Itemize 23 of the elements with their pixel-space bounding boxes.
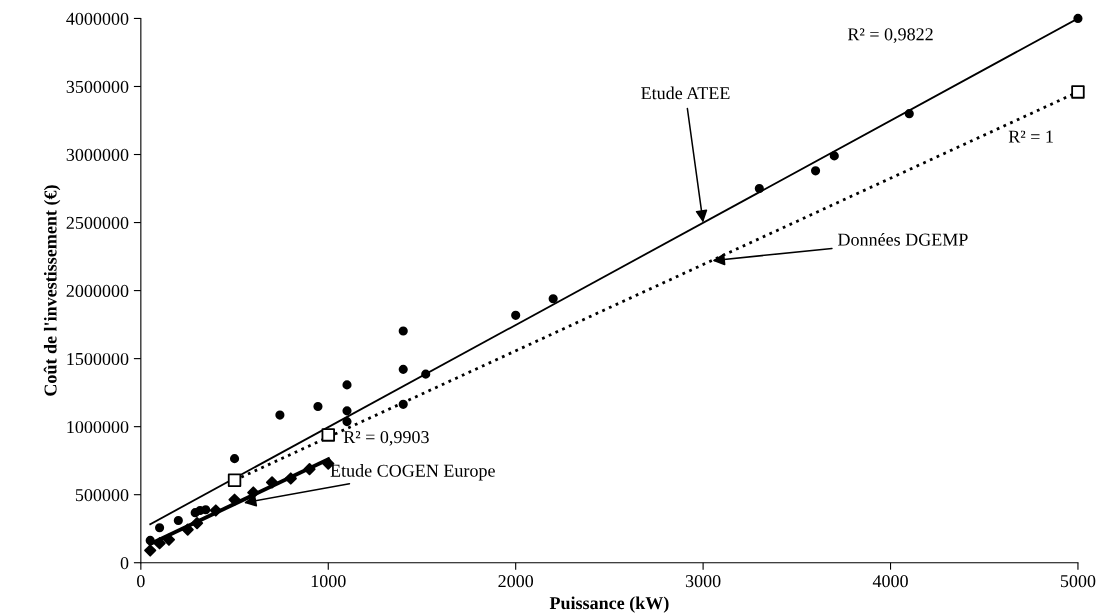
y-tick-label: 3000000 bbox=[66, 148, 129, 161]
annotation: Etude ATEE bbox=[641, 86, 730, 100]
x-tick-label: 3000 bbox=[685, 575, 721, 588]
annotation: R² = 0,9903 bbox=[343, 430, 429, 446]
x-tick-label: 1000 bbox=[311, 575, 346, 588]
annotation: Etude COGEN Europe bbox=[330, 464, 495, 481]
y-tick-label: 0 bbox=[120, 556, 129, 570]
y-tick-label: 2000000 bbox=[66, 284, 129, 298]
annotation: R² = 0,9822 bbox=[847, 28, 933, 43]
y-tick-label: 2500000 bbox=[66, 216, 129, 229]
y-tick-label: 500000 bbox=[75, 488, 129, 502]
x-axis-title: Puissance (kW) bbox=[549, 596, 669, 613]
x-tick-label: 5000 bbox=[1060, 575, 1096, 588]
annotation: Données DGEMP bbox=[838, 233, 968, 246]
x-tick-label: 4000 bbox=[872, 575, 908, 588]
y-tick-label: 3500000 bbox=[66, 80, 129, 93]
x-tick-label: 2000 bbox=[498, 575, 534, 588]
y-tick-label: 1500000 bbox=[67, 352, 129, 366]
y-tick-label: 1000000 bbox=[67, 420, 129, 434]
annotation: R² = 1 bbox=[1008, 130, 1053, 143]
x-tick-label: 0 bbox=[137, 575, 145, 588]
y-tick-label: 4000000 bbox=[66, 12, 129, 25]
y-axis-title: Coût de l'investissement (€) bbox=[43, 185, 61, 396]
